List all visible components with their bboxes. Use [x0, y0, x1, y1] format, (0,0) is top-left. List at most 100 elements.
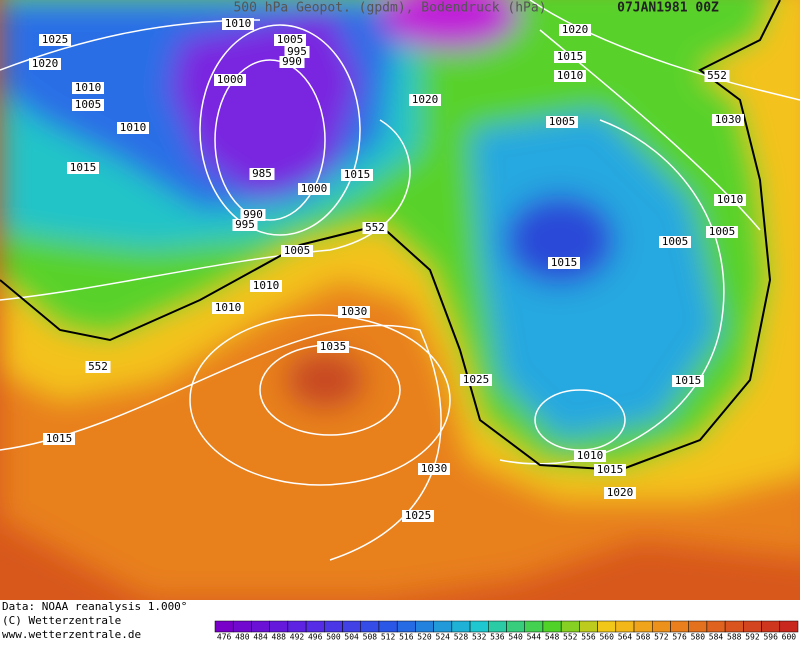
scale-swatch	[688, 620, 708, 633]
scale-label: 532	[472, 633, 487, 642]
isobar-label: 1020	[562, 23, 589, 36]
label-box	[250, 280, 282, 292]
label-box	[85, 361, 111, 373]
isobar-label: 1020	[32, 57, 59, 70]
isobar-label: 1005	[284, 244, 311, 257]
isobar-label: 985	[252, 167, 272, 180]
scale-label: 584	[709, 633, 724, 642]
isobar-label: 1010	[577, 449, 604, 462]
url: www.wetterzentrale.de	[2, 628, 141, 641]
scale-label: 572	[654, 633, 669, 642]
isobar	[0, 119, 411, 301]
scale-label: 576	[672, 633, 687, 642]
field	[0, 0, 800, 600]
label-box	[117, 122, 149, 134]
scale-swatch	[779, 620, 799, 633]
scale-swatch	[324, 620, 343, 633]
isobar	[214, 59, 326, 221]
label-box	[43, 433, 75, 445]
label-box	[341, 169, 373, 181]
scale-label: 476	[217, 633, 232, 642]
label-box	[214, 74, 246, 86]
scale-label: 564	[618, 633, 633, 642]
isobar-label: 1010	[215, 301, 242, 314]
isobar-label: 1015	[557, 50, 584, 63]
isobar-label: 1005	[549, 115, 576, 128]
label-box	[402, 510, 434, 522]
scale-swatch	[670, 620, 689, 633]
fill	[170, 10, 360, 200]
isobar-label: 1010	[253, 279, 280, 292]
scale-swatch	[342, 620, 361, 633]
isobar-label: 1025	[42, 33, 69, 46]
isobar-label: 1035	[320, 340, 347, 353]
fill	[285, 350, 365, 410]
isobar-label: 552	[365, 221, 385, 234]
scale-swatch	[724, 620, 744, 633]
scale-swatch	[506, 620, 525, 633]
isobar-label: 1005	[75, 98, 102, 111]
scale-label: 548	[545, 633, 560, 642]
label-box	[659, 236, 691, 248]
scale-label: 544	[527, 633, 542, 642]
scale-label: 556	[581, 633, 596, 642]
scale-swatch	[488, 620, 507, 633]
label-box	[362, 222, 388, 234]
label-box	[409, 94, 441, 106]
scale-swatch	[579, 620, 598, 633]
copyright: (C) Wetterzentrale	[2, 614, 121, 627]
scale-swatch	[433, 620, 453, 633]
scale-label: 600	[782, 633, 797, 642]
isobar-label: 995	[235, 218, 255, 231]
fill	[380, 0, 520, 50]
label-box	[72, 82, 104, 94]
scale-label: 484	[253, 633, 268, 642]
isobar-label: 1010	[225, 17, 252, 30]
scale-swatch	[360, 620, 380, 633]
label-box	[546, 116, 578, 128]
scale-label: 516	[399, 633, 414, 642]
scale-swatch	[469, 620, 489, 633]
label-box	[559, 24, 591, 36]
scale-swatch	[706, 620, 726, 633]
label-box	[281, 245, 313, 257]
isobar-label: 552	[707, 69, 727, 82]
fill-layers	[0, 0, 800, 600]
label-box	[338, 306, 370, 318]
title: 500 hPa Geopot. (gpdm), Bodendruck (hPa)	[233, 1, 546, 16]
isobar-label: 1010	[557, 69, 584, 82]
scale-swatch	[542, 620, 562, 633]
label-box	[317, 341, 349, 353]
label-box	[240, 209, 266, 221]
label-box	[212, 302, 244, 314]
label-box	[672, 375, 704, 387]
scale-swatch	[560, 620, 580, 633]
isobar-label: 1015	[70, 161, 97, 174]
label-box	[29, 58, 61, 70]
label-box	[418, 463, 450, 475]
scale-label: 540	[508, 633, 523, 642]
scale-label: 504	[344, 633, 359, 642]
scale-label: 536	[490, 633, 505, 642]
isobar-label: 995	[287, 45, 307, 58]
label-box	[298, 183, 330, 195]
isobar-label: 1015	[551, 256, 578, 269]
label-box	[279, 56, 305, 68]
scale-label: 580	[691, 633, 706, 642]
label-box	[39, 34, 71, 46]
scale-swatch	[415, 620, 434, 633]
label-box	[72, 99, 104, 111]
isobar	[0, 324, 442, 561]
isobar	[529, 0, 800, 101]
isobar-label: 1015	[597, 463, 624, 476]
scale-swatch	[451, 620, 471, 633]
scale-label: 492	[290, 633, 305, 642]
isobar-label: 1010	[120, 121, 147, 134]
label-box	[714, 194, 746, 206]
label-box	[284, 46, 310, 58]
scale-label: 588	[727, 633, 742, 642]
scale-swatch	[633, 620, 653, 633]
isobar-label: 1015	[344, 168, 371, 181]
label-box	[249, 168, 275, 180]
